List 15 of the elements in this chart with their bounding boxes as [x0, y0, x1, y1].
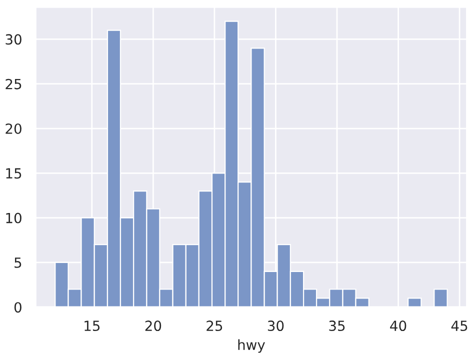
y-tick-label: 25: [6, 78, 22, 90]
x-tick-label: 40: [390, 320, 406, 332]
x-axis-title: hwy: [238, 339, 265, 353]
y-tick-label: 10: [6, 212, 22, 224]
y-tick-label: 30: [6, 34, 22, 45]
x-tick-label: 25: [206, 320, 222, 332]
x-tick-label: 30: [268, 320, 284, 332]
y-tick-label: 15: [6, 168, 22, 179]
y-tick-label: 20: [6, 123, 22, 134]
y-tick-label: 5: [14, 258, 22, 268]
x-tick-label: 35: [329, 320, 345, 332]
y-tick-label: 0: [14, 302, 22, 313]
x-tick-label: 45: [451, 320, 468, 332]
x-tick-label: 15: [84, 320, 100, 332]
x-tick-label: 20: [145, 320, 162, 332]
